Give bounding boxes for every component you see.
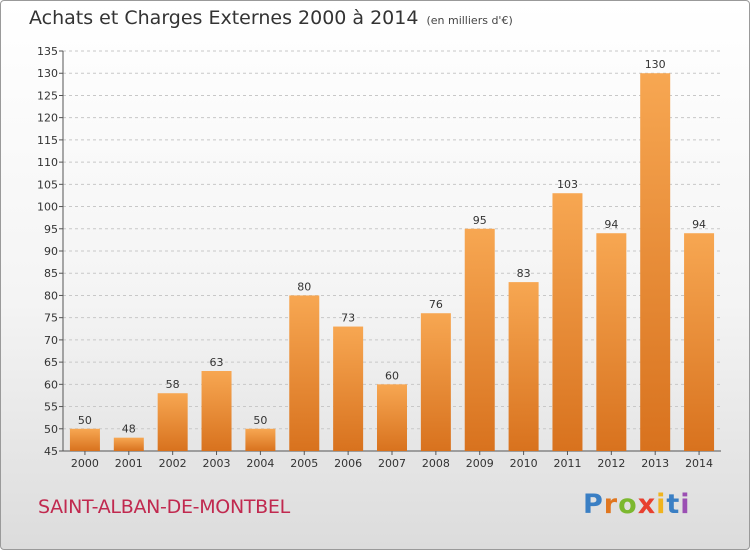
data-label: 95 bbox=[473, 214, 487, 227]
y-tick-label: 95 bbox=[44, 223, 58, 236]
bar-2002 bbox=[157, 393, 188, 451]
bar-2006 bbox=[333, 326, 364, 451]
x-tick-label: 2003 bbox=[203, 457, 231, 470]
data-label: 50 bbox=[78, 414, 92, 427]
bar-2009 bbox=[464, 228, 495, 451]
chart-title: Achats et Charges Externes 2000 à 2014 (e… bbox=[29, 7, 513, 29]
x-tick-label: 2011 bbox=[553, 457, 581, 470]
x-tick-label: 2000 bbox=[71, 457, 99, 470]
y-tick-label: 75 bbox=[44, 312, 58, 325]
data-label: 103 bbox=[557, 178, 578, 191]
x-tick-label: 2008 bbox=[422, 457, 450, 470]
data-label: 48 bbox=[122, 423, 136, 436]
x-tick-label: 2010 bbox=[510, 457, 538, 470]
data-labels: 50 48 58 63 50 80 73 60 76 95 83 103 94 130 94 bbox=[78, 58, 706, 435]
y-tick-label: 115 bbox=[37, 134, 58, 147]
data-label: 58 bbox=[166, 378, 180, 391]
bar-2008 bbox=[420, 313, 451, 451]
y-tick-label: 90 bbox=[44, 245, 58, 258]
bar-2010 bbox=[508, 282, 539, 451]
y-tick-label: 50 bbox=[44, 423, 58, 436]
y-tick-label: 130 bbox=[37, 67, 58, 80]
data-label: 63 bbox=[210, 356, 224, 369]
bar-2004 bbox=[245, 428, 276, 451]
bar-2005 bbox=[289, 295, 320, 451]
x-tick-label: 2007 bbox=[378, 457, 406, 470]
bar-2003 bbox=[201, 371, 232, 451]
x-tick-label: 2002 bbox=[159, 457, 187, 470]
bar-2000 bbox=[69, 428, 100, 451]
y-tick-label: 65 bbox=[44, 356, 58, 369]
y-tick-label: 110 bbox=[37, 156, 58, 169]
bar-2012 bbox=[596, 233, 627, 451]
data-label: 60 bbox=[385, 369, 399, 382]
bar-2014 bbox=[684, 233, 715, 451]
chart-title-text: Achats et Charges Externes 2000 à 2014 bbox=[29, 7, 419, 29]
y-tick-label: 100 bbox=[37, 201, 58, 214]
bar-2007 bbox=[377, 384, 407, 451]
y-tick-label: 120 bbox=[37, 112, 58, 125]
y-tick-label: 85 bbox=[44, 267, 58, 280]
data-label: 130 bbox=[645, 58, 666, 71]
x-tick-label: 2013 bbox=[641, 457, 669, 470]
y-tick-label: 45 bbox=[44, 445, 58, 458]
data-label: 76 bbox=[429, 298, 443, 311]
y-tick-label: 60 bbox=[44, 378, 58, 391]
data-label: 94 bbox=[692, 218, 706, 231]
chart-subtitle: (en milliers d'€) bbox=[426, 14, 513, 27]
bar-2001 bbox=[113, 437, 144, 451]
x-tick-label: 2012 bbox=[597, 457, 625, 470]
bar-2013 bbox=[640, 73, 671, 451]
data-label: 83 bbox=[517, 267, 531, 280]
x-tick-label: 2006 bbox=[334, 457, 362, 470]
bars bbox=[69, 73, 715, 451]
y-tick-label: 70 bbox=[44, 334, 58, 347]
x-tick-label: 2014 bbox=[685, 457, 713, 470]
data-label: 94 bbox=[604, 218, 618, 231]
y-tick-label: 125 bbox=[37, 89, 58, 102]
y-tick-label: 80 bbox=[44, 289, 58, 302]
bar-2011 bbox=[552, 193, 583, 451]
proxiti-logo[interactable]: Proxiti bbox=[583, 489, 691, 520]
x-tick-label: 2005 bbox=[290, 457, 318, 470]
commune-name: SAINT-ALBAN-DE-MONTBEL bbox=[38, 496, 290, 518]
x-tick-label: 2004 bbox=[246, 457, 274, 470]
data-label: 50 bbox=[253, 414, 267, 427]
x-tick-label: 2001 bbox=[115, 457, 143, 470]
x-tick-label: 2009 bbox=[466, 457, 494, 470]
y-tick-label: 135 bbox=[37, 45, 58, 58]
y-tick-label: 105 bbox=[37, 178, 58, 191]
y-tick-label: 55 bbox=[44, 401, 58, 414]
data-label: 73 bbox=[341, 312, 355, 325]
data-label: 80 bbox=[297, 280, 311, 293]
